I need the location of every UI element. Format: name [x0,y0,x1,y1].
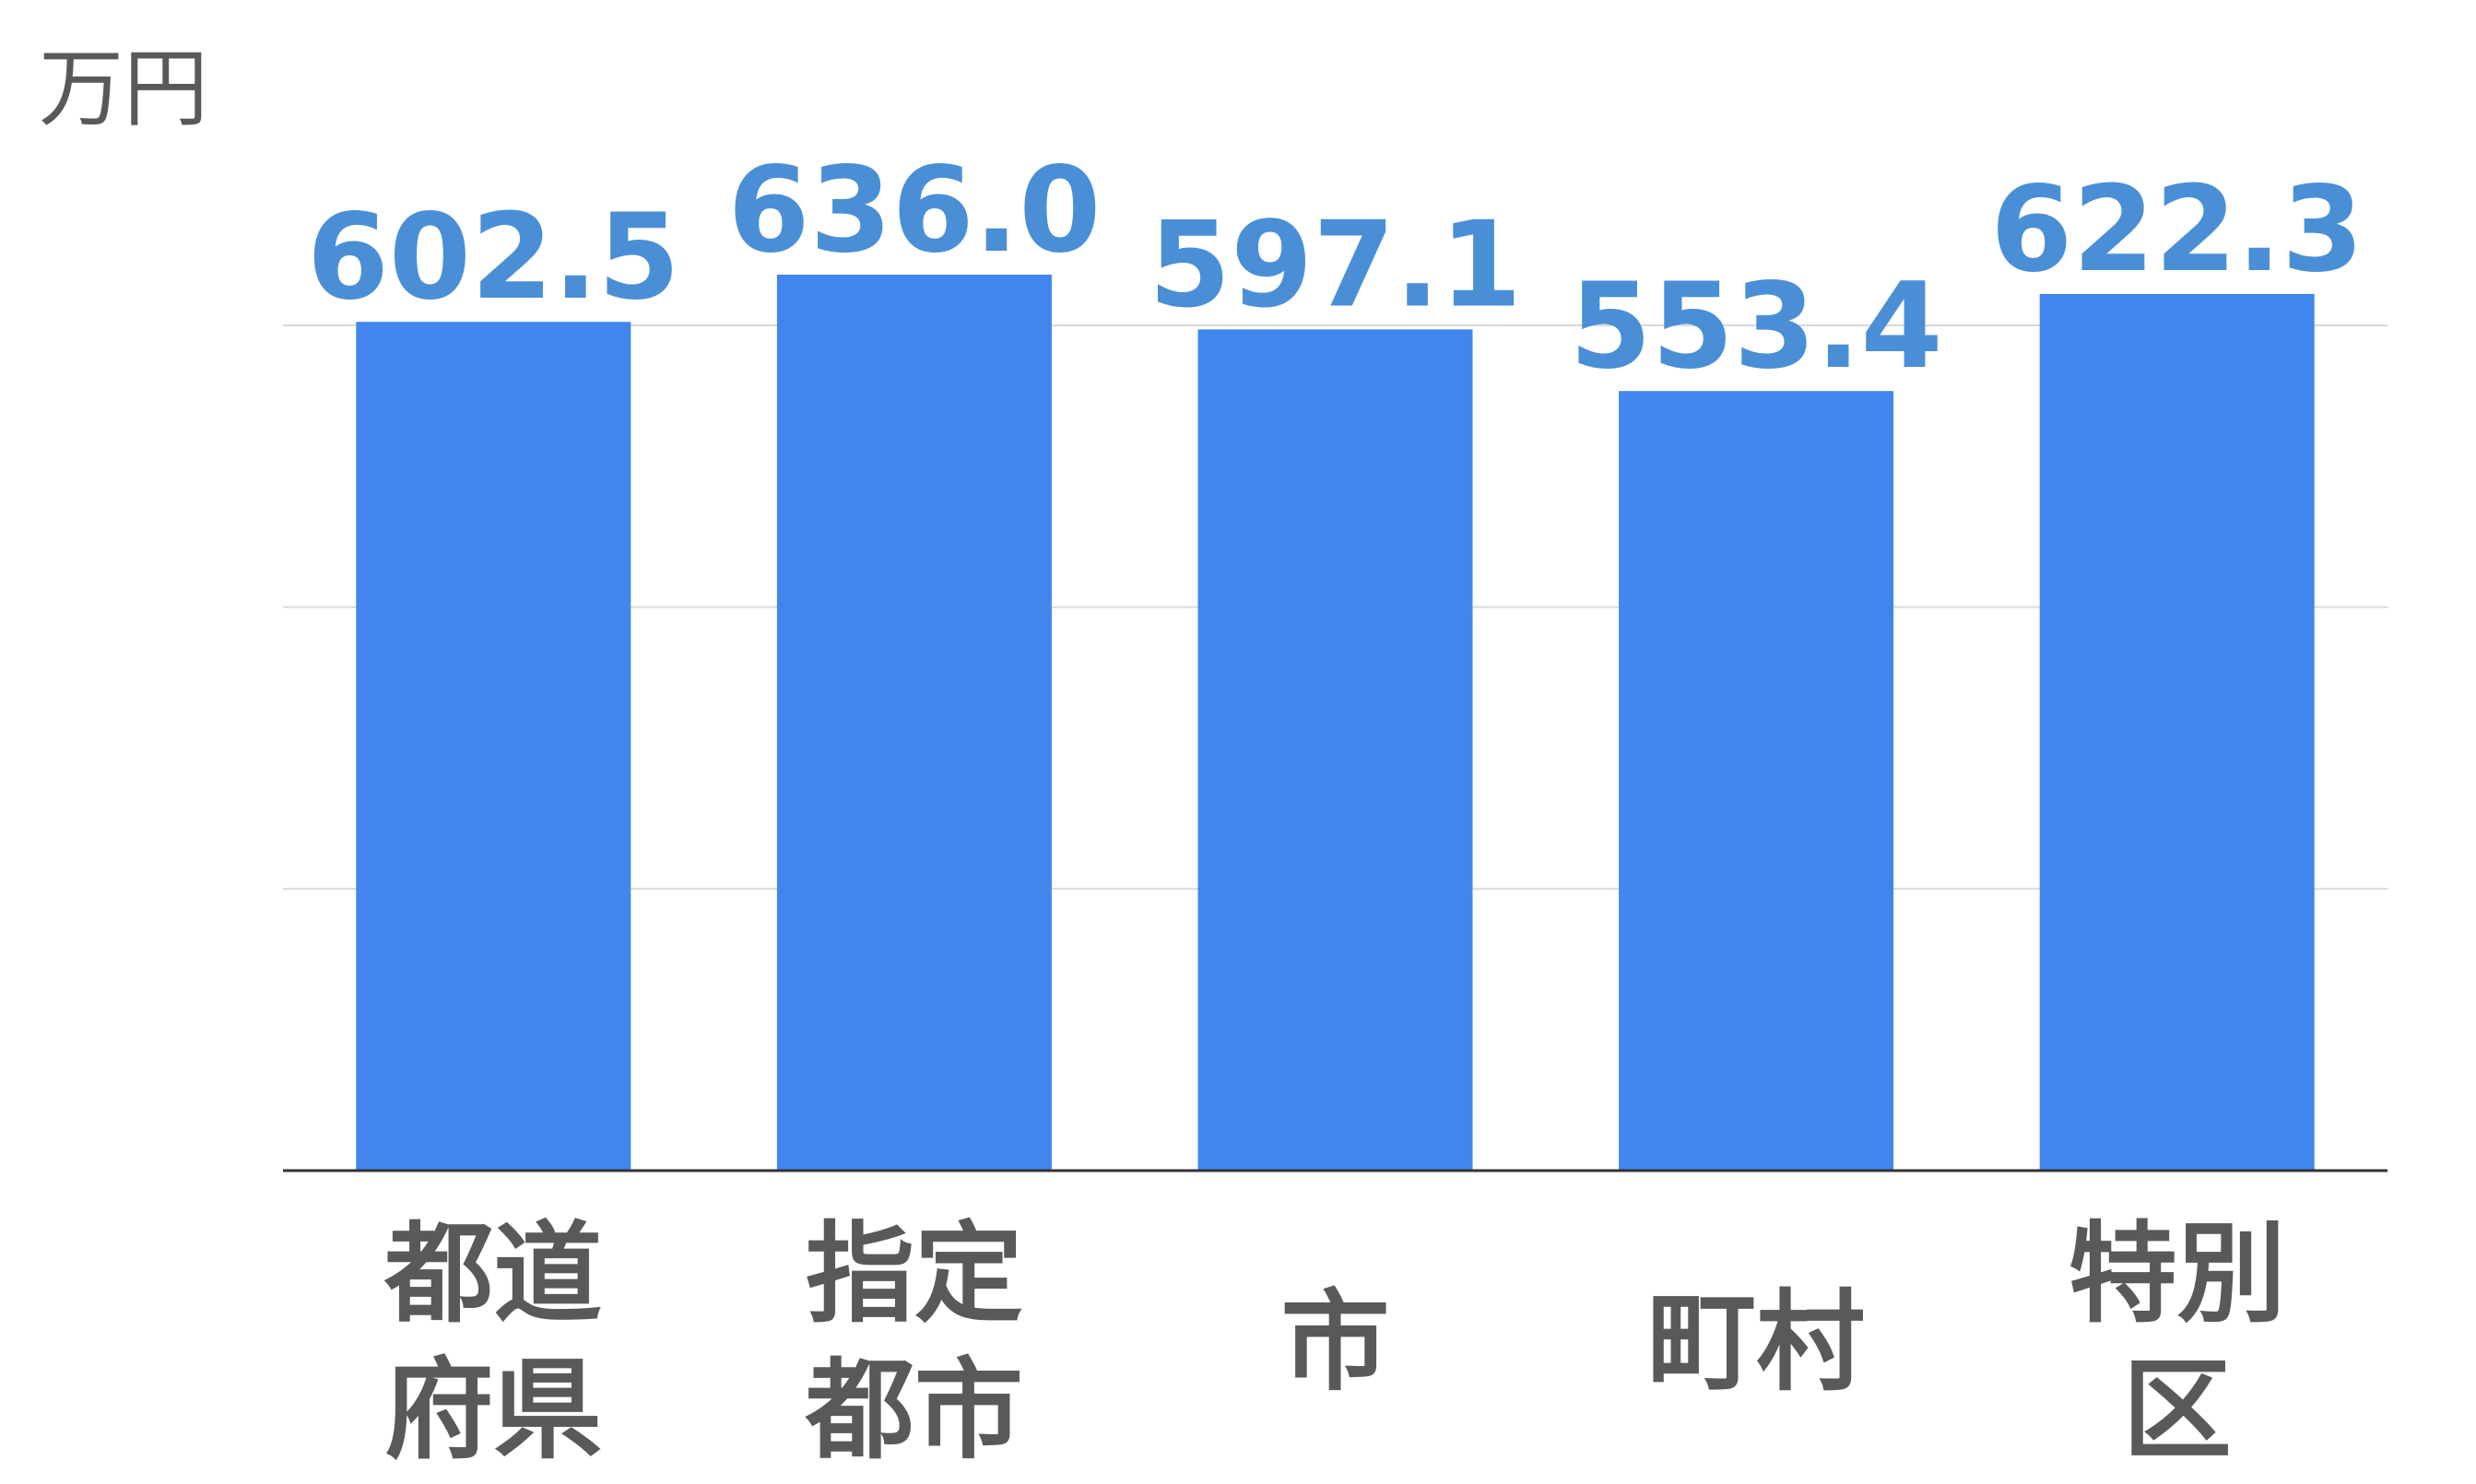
unit-label: 万円 [39,40,208,138]
bars [356,274,2315,1172]
value-labels: 602.5 636.0 597.1 553.4 622.3 [307,142,2364,395]
bar [2039,293,2315,1171]
value-label: 597.1 [1149,196,1522,334]
category-label: 都市 [805,1347,1023,1474]
category-label: 都道 [383,1210,602,1337]
value-label: 602.5 [307,189,680,326]
category-label: 指定 [806,1210,1023,1337]
category-label: 区 [2123,1347,2232,1474]
value-label: 622.3 [1990,161,2364,299]
category-label: 町村 [1647,1278,1865,1406]
bar [1619,391,1894,1171]
bar [356,322,631,1171]
bar [1197,329,1473,1172]
category-label: 市 [1280,1278,1389,1406]
value-label: 636.0 [727,142,1101,279]
value-label: 553.4 [1570,258,1943,395]
bar [776,274,1052,1172]
category-label: 特別 [2069,1210,2286,1337]
category-label: 府県 [384,1347,602,1474]
